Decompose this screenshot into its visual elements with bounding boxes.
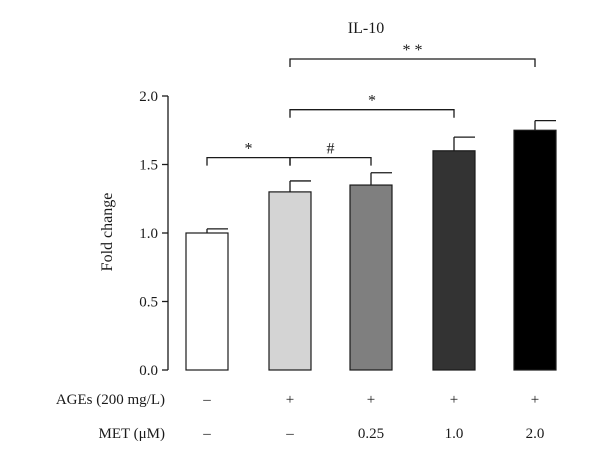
significance-bracket [289, 157, 372, 166]
chart-title: IL-10 [348, 20, 384, 37]
significance-label: # [327, 141, 335, 158]
condition-value: 0.25 [358, 426, 384, 442]
condition-value: 2.0 [526, 426, 545, 442]
condition-value: + [286, 392, 294, 408]
significance-label: * [245, 141, 253, 158]
condition-value: 1.0 [445, 426, 464, 442]
y-axis: 0.0 0.5 1.0 1.5 2.0 [139, 89, 169, 379]
condition-value: – [202, 426, 211, 442]
significance-bracket [206, 157, 291, 166]
condition-label: AGEs (200 mg/L) [56, 392, 165, 408]
condition-value: + [450, 392, 458, 408]
condition-value: – [202, 392, 211, 408]
bar [185, 232, 229, 371]
y-tick-label: 0.5 [139, 295, 158, 311]
condition-value: – [285, 426, 294, 442]
bars [185, 120, 557, 371]
condition-value: + [531, 392, 539, 408]
significance-label: * * [403, 42, 423, 59]
significance-bracket [289, 109, 455, 118]
significance-bracket [289, 58, 536, 68]
y-tick-label: 1.5 [139, 158, 158, 174]
condition-value: + [367, 392, 375, 408]
y-axis-label: Fold change [99, 193, 116, 272]
condition-label: MET (μM) [98, 426, 165, 442]
y-tick-label: 0.0 [139, 363, 158, 379]
y-tick-label: 1.0 [139, 226, 158, 242]
bar [513, 129, 557, 371]
significance-brackets: * # * * * [206, 42, 536, 166]
y-tick-label: 2.0 [139, 89, 158, 105]
significance-label: * [368, 93, 376, 110]
condition-table: AGEs (200 mg/L) – + + + + MET (μM) – – 0.25 1.0 2.0 [56, 392, 545, 442]
bar [349, 184, 393, 371]
bar [268, 191, 312, 371]
bar [432, 150, 476, 371]
